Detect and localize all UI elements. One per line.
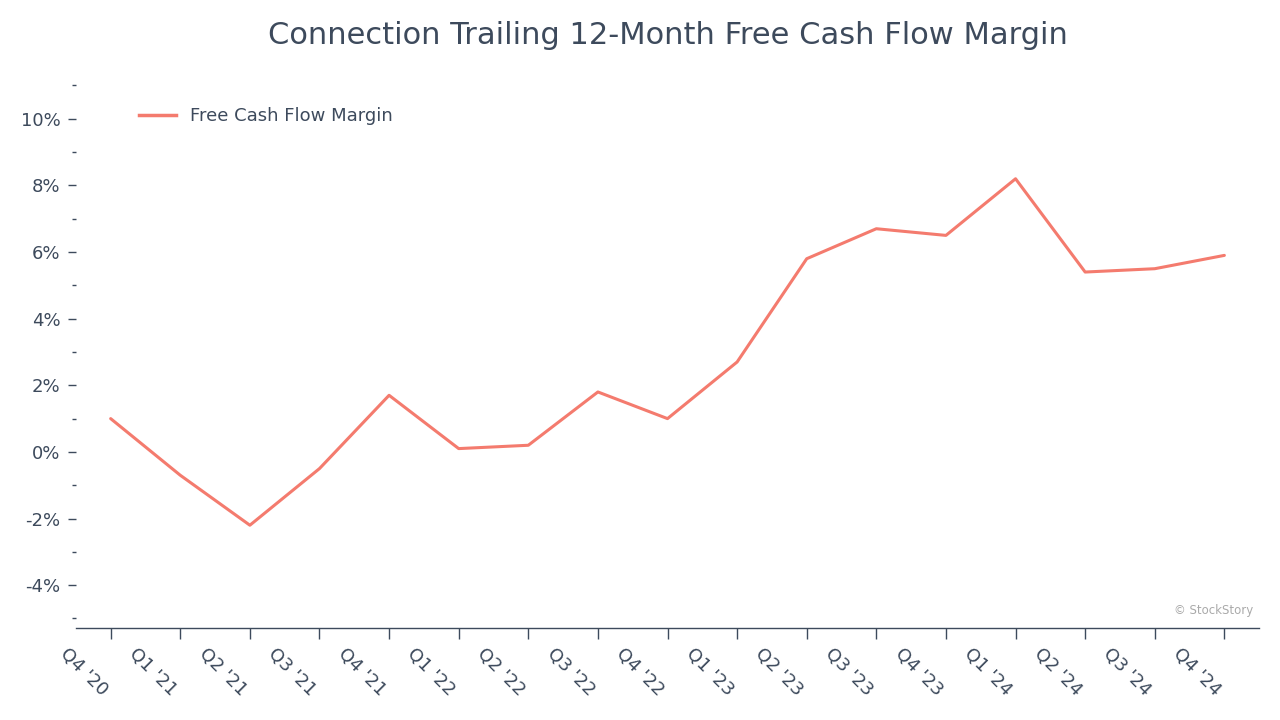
Legend: Free Cash Flow Margin: Free Cash Flow Margin — [132, 100, 399, 132]
Title: Connection Trailing 12-Month Free Cash Flow Margin: Connection Trailing 12-Month Free Cash F… — [268, 21, 1068, 50]
Text: © StockStory: © StockStory — [1174, 604, 1253, 617]
